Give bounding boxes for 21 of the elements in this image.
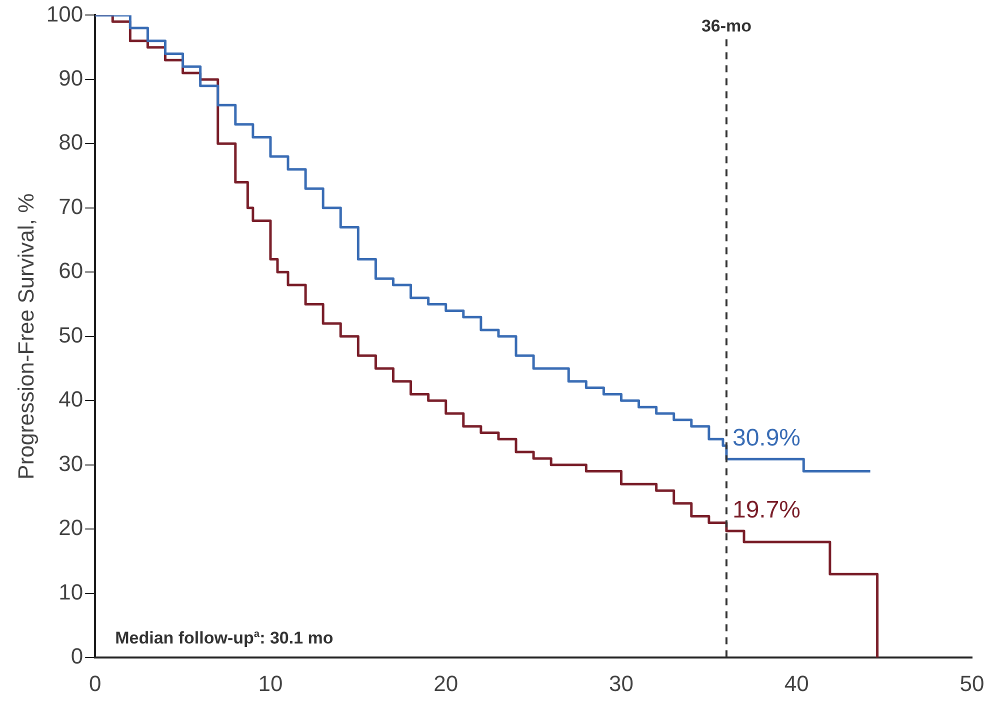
ref-line-label: 36-mo xyxy=(701,16,752,36)
y-tick-label: 80 xyxy=(58,130,84,155)
y-axis-title: Progression-Free Survival, % xyxy=(13,193,38,480)
x-tick-label: 50 xyxy=(960,670,984,696)
y-tick-label: 100 xyxy=(46,1,84,26)
y-tick-label: 0 xyxy=(70,644,84,669)
y-tick-label: 50 xyxy=(58,322,84,348)
x-tick-label: 40 xyxy=(784,670,809,696)
y-tick-label: 20 xyxy=(58,515,84,540)
y-tick-label: 90 xyxy=(58,66,84,91)
y-tick-label: 10 xyxy=(58,579,84,604)
y-tick-label: 70 xyxy=(58,194,84,219)
annotation: 30.9% xyxy=(732,424,801,452)
x-tick-label: 0 xyxy=(88,670,102,696)
y-tick-label: 30 xyxy=(58,450,84,476)
y-tick-label: 40 xyxy=(58,386,84,412)
x-tick-label: 20 xyxy=(434,670,458,696)
annotation: 19.7% xyxy=(732,496,801,524)
y-tick-label: 60 xyxy=(58,258,84,284)
x-tick-label: 10 xyxy=(258,670,283,696)
x-tick-label: 30 xyxy=(609,670,634,696)
